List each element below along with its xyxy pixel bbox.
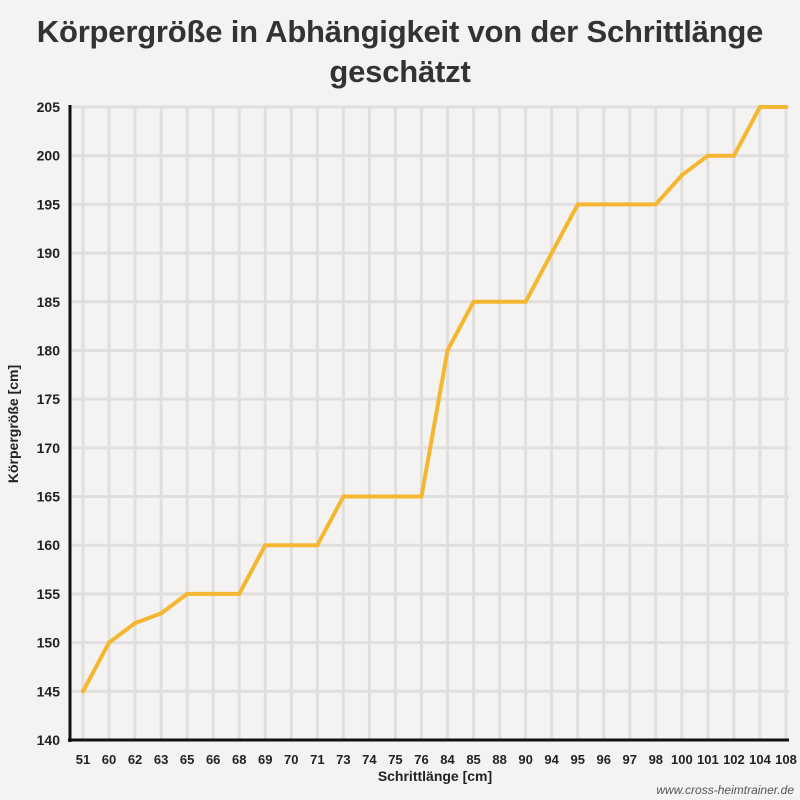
data-point bbox=[133, 621, 138, 626]
data-point bbox=[731, 153, 736, 158]
data-point bbox=[497, 299, 502, 304]
x-tick-label: 51 bbox=[76, 752, 90, 767]
watermark: www.cross-heimtrainer.de bbox=[656, 783, 794, 797]
y-tick-label: 180 bbox=[37, 342, 61, 358]
y-tick-label: 140 bbox=[37, 732, 61, 748]
y-tick-label: 205 bbox=[37, 99, 61, 115]
chart-title: Körpergröße in Abhängigkeit von der Schr… bbox=[36, 14, 764, 49]
x-tick-label: 73 bbox=[336, 752, 350, 767]
x-tick-label: 90 bbox=[518, 752, 532, 767]
series-layer bbox=[81, 105, 788, 694]
data-point bbox=[263, 543, 268, 548]
data-point bbox=[653, 202, 658, 207]
x-tick-label: 76 bbox=[414, 752, 428, 767]
x-tick-label: 68 bbox=[232, 752, 246, 767]
data-point bbox=[679, 173, 684, 178]
data-point bbox=[705, 153, 710, 158]
y-tick-label: 155 bbox=[37, 586, 61, 602]
x-tick-label: 97 bbox=[623, 752, 637, 767]
y-tick-label: 145 bbox=[37, 683, 61, 699]
x-tick-label: 88 bbox=[492, 752, 506, 767]
data-point bbox=[523, 299, 528, 304]
x-tick-label: 65 bbox=[180, 752, 194, 767]
data-point bbox=[159, 611, 164, 616]
y-tick-label: 175 bbox=[37, 391, 61, 407]
data-point bbox=[784, 105, 788, 109]
x-tick-label: 60 bbox=[102, 752, 116, 767]
data-point bbox=[471, 299, 476, 304]
data-point bbox=[445, 348, 450, 353]
x-tick-label: 102 bbox=[723, 752, 745, 767]
tick-labels: 140 145 150 155 160 165 170 175 180 185 190 195 200 2… bbox=[37, 99, 797, 767]
data-point bbox=[211, 591, 216, 596]
x-tick-label: 69 bbox=[258, 752, 272, 767]
x-tick-label: 96 bbox=[597, 752, 611, 767]
series-line bbox=[81, 105, 788, 694]
data-point bbox=[237, 591, 242, 596]
x-tick-label: 98 bbox=[649, 752, 663, 767]
data-point bbox=[367, 494, 372, 499]
axes bbox=[68, 105, 789, 742]
chart-subtitle: geschätzt bbox=[329, 54, 471, 89]
x-tick-label: 108 bbox=[775, 752, 797, 767]
x-axis-label: Schrittlänge [cm] bbox=[378, 768, 492, 784]
y-tick-label: 200 bbox=[37, 148, 61, 164]
data-point bbox=[601, 202, 606, 207]
data-point bbox=[315, 543, 320, 548]
y-tick-label: 165 bbox=[37, 489, 61, 505]
x-tick-label: 94 bbox=[544, 752, 559, 767]
data-point bbox=[575, 202, 580, 207]
x-tick-label: 74 bbox=[362, 752, 377, 767]
x-tick-label: 63 bbox=[154, 752, 168, 767]
data-point bbox=[289, 543, 294, 548]
data-point bbox=[757, 105, 762, 109]
data-point bbox=[419, 494, 424, 499]
y-tick-label: 195 bbox=[37, 196, 61, 212]
y-tick-label: 160 bbox=[37, 537, 61, 553]
data-point bbox=[107, 640, 112, 645]
grid bbox=[70, 105, 789, 740]
x-tick-label: 104 bbox=[749, 752, 771, 767]
data-point bbox=[627, 202, 632, 207]
y-axis-label: Körpergröße [cm] bbox=[5, 365, 21, 483]
x-tick-label: 62 bbox=[128, 752, 142, 767]
data-point bbox=[393, 494, 398, 499]
y-tick-label: 190 bbox=[37, 245, 61, 261]
y-tick-label: 185 bbox=[37, 294, 61, 310]
data-point bbox=[549, 251, 554, 256]
x-tick-label: 95 bbox=[570, 752, 584, 767]
x-tick-label: 100 bbox=[671, 752, 693, 767]
y-tick-label: 150 bbox=[37, 635, 61, 651]
x-tick-label: 66 bbox=[206, 752, 220, 767]
x-tick-label: 70 bbox=[284, 752, 298, 767]
x-tick-label: 101 bbox=[697, 752, 719, 767]
x-tick-label: 71 bbox=[310, 752, 324, 767]
data-point bbox=[341, 494, 346, 499]
y-tick-label: 170 bbox=[37, 440, 61, 456]
x-tick-label: 75 bbox=[388, 752, 402, 767]
data-point bbox=[185, 591, 190, 596]
data-point bbox=[81, 689, 85, 694]
x-tick-label: 84 bbox=[440, 752, 455, 767]
x-tick-label: 85 bbox=[466, 752, 480, 767]
